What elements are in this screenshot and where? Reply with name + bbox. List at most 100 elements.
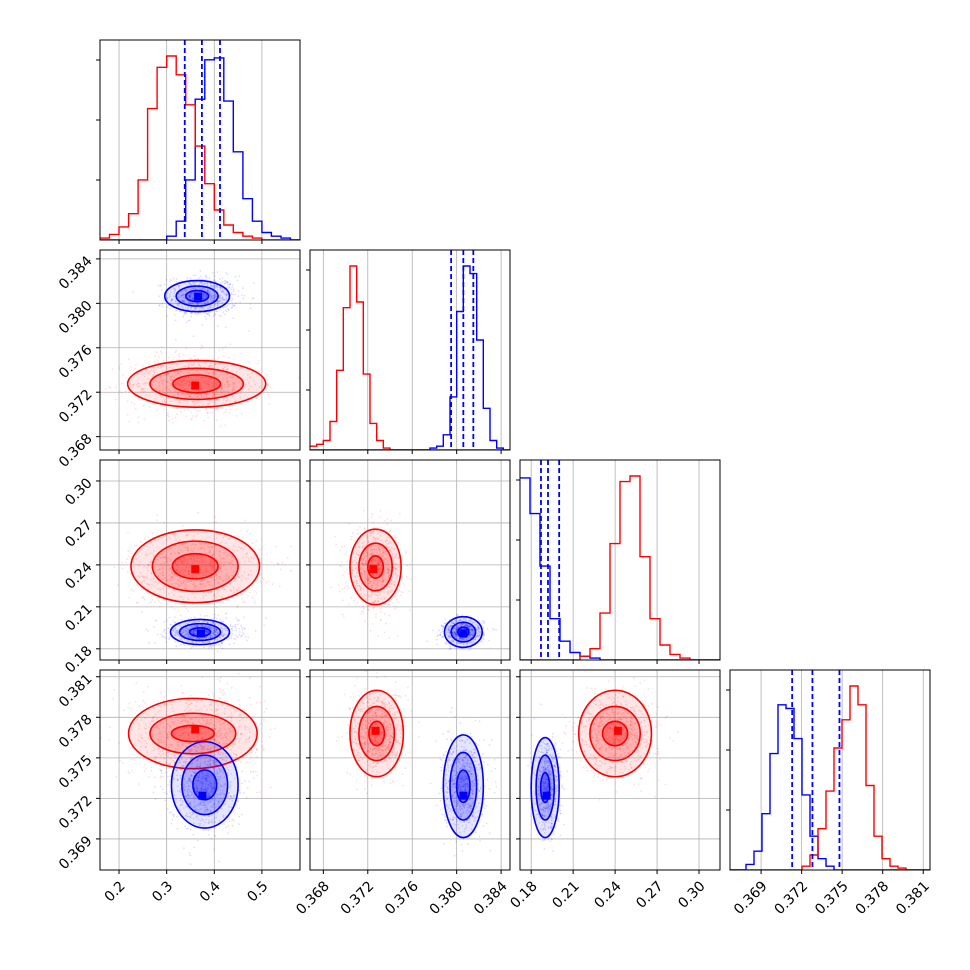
scatter-point — [189, 373, 191, 375]
scatter-point — [229, 623, 232, 626]
scatter-point — [216, 381, 219, 384]
scatter-point — [460, 624, 462, 627]
scatter-point — [181, 631, 184, 633]
scatter-point — [175, 715, 178, 718]
scatter-point — [365, 536, 368, 539]
scatter-point — [170, 579, 173, 582]
scatter-point — [455, 634, 458, 637]
scatter-point — [172, 620, 175, 622]
scatter-point — [174, 640, 177, 643]
scatter-point — [176, 303, 179, 306]
scatter-point — [373, 575, 376, 578]
scatter-point — [386, 559, 389, 562]
scatter-point — [230, 753, 232, 756]
scatter-point — [190, 549, 193, 552]
scatter-point — [465, 638, 468, 641]
scatter-point — [374, 540, 377, 543]
scatter-point — [211, 565, 214, 568]
scatter-point — [132, 590, 135, 592]
scatter-point — [372, 580, 375, 583]
scatter-point — [204, 293, 206, 296]
scatter-point — [449, 636, 452, 639]
scatter-point — [213, 710, 216, 712]
scatter-point — [216, 631, 218, 634]
scatter-point — [233, 578, 236, 580]
scatter-point — [256, 774, 258, 777]
scatter-point — [394, 537, 396, 539]
scatter-point — [233, 385, 236, 388]
scatter-point — [175, 310, 178, 312]
scatter-point — [204, 640, 207, 643]
scatter-point — [157, 633, 159, 636]
scatter-point — [205, 295, 207, 298]
scatter-point — [475, 628, 478, 631]
scatter-point — [363, 576, 366, 579]
scatter-point — [249, 376, 251, 379]
scatter-point — [160, 705, 162, 708]
scatter-point — [169, 382, 172, 385]
scatter-point — [235, 567, 238, 569]
scatter-point — [138, 398, 140, 401]
scatter-point — [394, 564, 397, 566]
scatter-point — [186, 721, 189, 723]
scatter-point — [384, 577, 387, 580]
scatter-point — [244, 738, 247, 741]
scatter-point — [218, 555, 221, 557]
scatter-point — [192, 372, 195, 375]
scatter-point — [477, 631, 480, 634]
scatter-point — [365, 548, 368, 551]
scatter-point — [191, 714, 194, 716]
scatter-point — [132, 383, 135, 386]
scatter-point — [381, 580, 384, 583]
scatter-point — [166, 385, 169, 388]
scatter-point — [362, 611, 365, 614]
scatter-point — [361, 610, 363, 612]
scatter-point — [472, 629, 474, 632]
scatter-point — [149, 578, 152, 581]
scatter-point — [446, 633, 448, 636]
scatter-point — [377, 591, 379, 593]
scatter-point — [212, 723, 215, 726]
scatter-point — [195, 709, 198, 712]
scatter-point — [477, 626, 480, 628]
scatter-point — [398, 564, 401, 567]
scatter-point — [199, 288, 201, 290]
scatter-point — [127, 531, 129, 534]
scatter-point — [378, 568, 381, 570]
scatter-point — [212, 631, 215, 634]
scatter-point — [444, 618, 446, 620]
scatter-point — [183, 715, 186, 717]
scatter-point — [180, 727, 183, 730]
scatter-point — [362, 564, 365, 567]
scatter-point — [221, 289, 223, 292]
scatter-point — [202, 297, 205, 300]
scatter-point — [393, 548, 396, 551]
scatter-point — [192, 555, 195, 558]
scatter-point — [204, 282, 207, 285]
scatter-point — [446, 632, 448, 634]
scatter-point — [203, 386, 206, 388]
scatter-point — [194, 745, 196, 748]
scatter-point — [353, 575, 356, 577]
scatter-point — [159, 285, 162, 288]
scatter-point — [213, 407, 216, 410]
scatter-point — [202, 292, 204, 295]
scatter-point — [184, 587, 187, 590]
scatter-point — [334, 535, 337, 538]
scatter-point — [189, 295, 191, 297]
scatter-point — [188, 295, 191, 298]
scatter-point — [480, 622, 483, 625]
scatter-point — [483, 621, 486, 623]
scatter-point — [220, 300, 223, 302]
scatter-point — [224, 282, 227, 284]
scatter-point — [143, 417, 146, 420]
scatter-point — [212, 386, 214, 389]
scatter-point — [172, 421, 174, 424]
scatter-point — [217, 300, 220, 303]
scatter-point — [377, 574, 380, 577]
scatter-point — [226, 682, 229, 685]
histogram-blue — [100, 57, 300, 240]
scatter-point — [200, 700, 203, 702]
scatter-point — [198, 372, 200, 375]
scatter-point — [351, 560, 354, 563]
